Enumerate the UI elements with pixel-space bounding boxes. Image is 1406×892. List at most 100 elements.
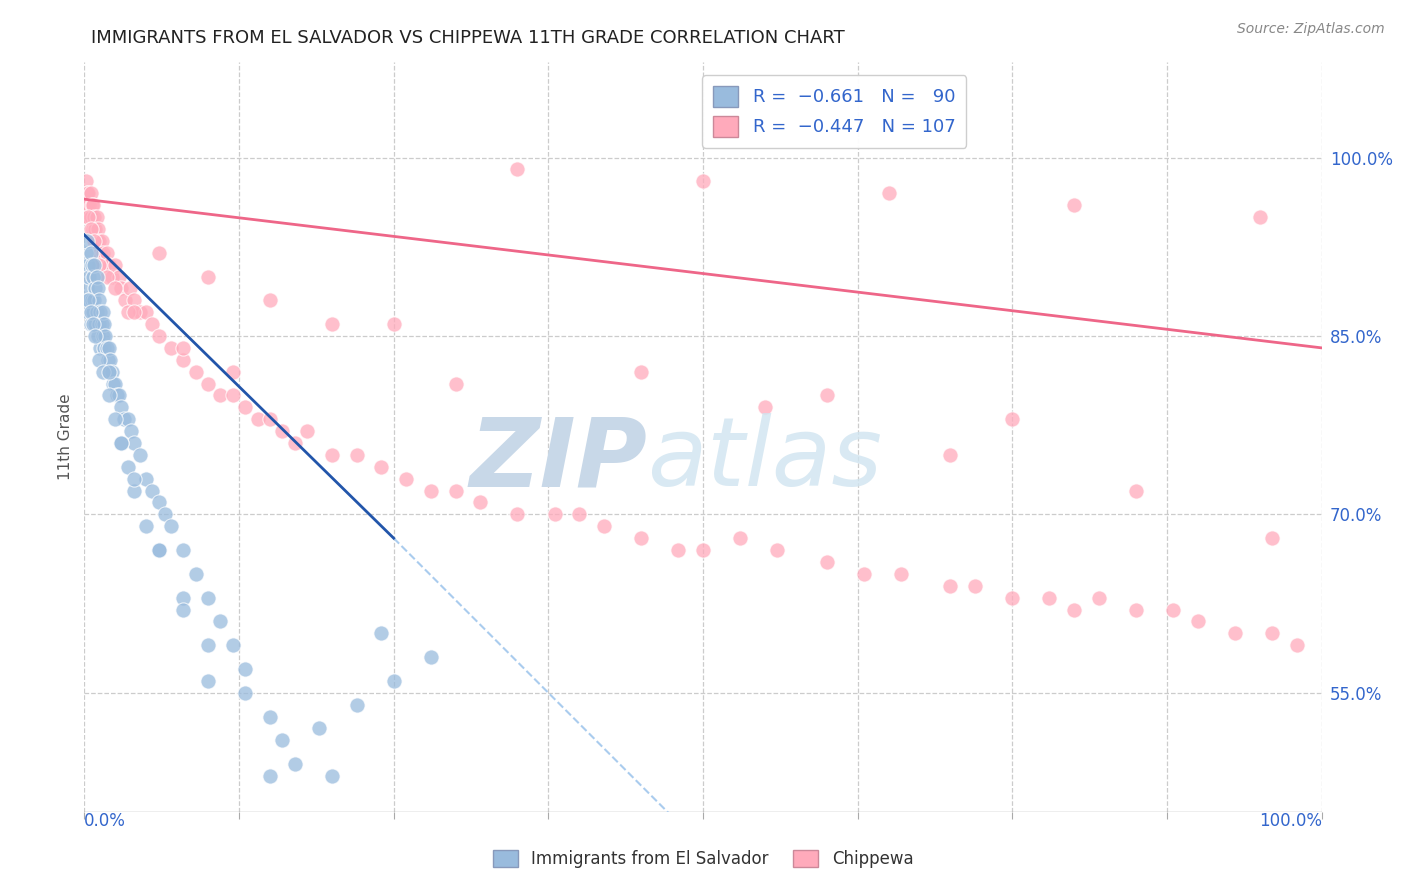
Point: [148, 543, 170, 558]
Point: [271, 424, 294, 438]
Point: [77, 210, 100, 224]
Point: [630, 531, 652, 545]
Point: [308, 722, 330, 736]
Point: [172, 591, 194, 605]
Point: [75, 174, 97, 188]
Point: [82, 305, 104, 319]
Point: [444, 376, 467, 391]
Point: [321, 317, 343, 331]
Point: [77, 186, 100, 201]
Point: [148, 329, 170, 343]
Point: [1285, 638, 1308, 652]
Point: [346, 448, 368, 462]
Point: [153, 508, 176, 522]
Point: [1125, 483, 1147, 498]
Point: [79, 293, 101, 308]
Text: 0.0%: 0.0%: [84, 812, 127, 830]
Point: [370, 459, 392, 474]
Point: [91, 305, 114, 319]
Point: [122, 305, 145, 319]
Point: [108, 269, 131, 284]
Point: [89, 245, 111, 260]
Point: [135, 305, 157, 319]
Point: [76, 198, 98, 212]
Text: Source: ZipAtlas.com: Source: ZipAtlas.com: [1237, 22, 1385, 37]
Point: [98, 365, 121, 379]
Point: [96, 269, 118, 284]
Point: [100, 365, 122, 379]
Point: [98, 388, 121, 402]
Point: [419, 483, 441, 498]
Point: [728, 531, 751, 545]
Point: [83, 258, 105, 272]
Point: [114, 293, 136, 308]
Point: [1001, 412, 1024, 426]
Point: [233, 401, 256, 415]
Point: [259, 709, 281, 723]
Point: [939, 579, 962, 593]
Point: [122, 472, 145, 486]
Point: [1187, 615, 1209, 629]
Point: [110, 281, 132, 295]
Point: [98, 365, 121, 379]
Point: [108, 388, 131, 402]
Point: [104, 258, 127, 272]
Point: [122, 483, 145, 498]
Point: [209, 615, 232, 629]
Point: [84, 222, 107, 236]
Point: [86, 210, 108, 224]
Point: [129, 305, 152, 319]
Point: [259, 412, 281, 426]
Point: [184, 365, 207, 379]
Point: [87, 222, 110, 236]
Point: [129, 448, 152, 462]
Point: [79, 186, 101, 201]
Point: [815, 388, 838, 402]
Point: [382, 317, 405, 331]
Point: [444, 483, 467, 498]
Point: [630, 365, 652, 379]
Point: [1261, 626, 1284, 640]
Point: [197, 269, 219, 284]
Point: [321, 769, 343, 783]
Point: [82, 269, 104, 284]
Point: [1223, 626, 1246, 640]
Point: [141, 317, 163, 331]
Point: [321, 448, 343, 462]
Point: [91, 245, 114, 260]
Text: ZIP: ZIP: [470, 413, 647, 506]
Point: [1161, 602, 1184, 616]
Point: [80, 198, 103, 212]
Point: [96, 341, 118, 355]
Point: [122, 436, 145, 450]
Point: [148, 543, 170, 558]
Point: [76, 234, 98, 248]
Point: [91, 329, 114, 343]
Point: [89, 317, 111, 331]
Point: [1001, 591, 1024, 605]
Point: [82, 317, 104, 331]
Point: [593, 519, 616, 533]
Point: [112, 412, 135, 426]
Point: [104, 376, 127, 391]
Legend: Immigrants from El Salvador, Chippewa: Immigrants from El Salvador, Chippewa: [486, 843, 920, 875]
Point: [135, 519, 157, 533]
Point: [1063, 602, 1085, 616]
Text: IMMIGRANTS FROM EL SALVADOR VS CHIPPEWA 11TH GRADE CORRELATION CHART: IMMIGRANTS FROM EL SALVADOR VS CHIPPEWA …: [90, 29, 844, 47]
Point: [506, 162, 529, 177]
Point: [233, 662, 256, 676]
Point: [222, 388, 245, 402]
Point: [284, 436, 307, 450]
Point: [83, 210, 105, 224]
Point: [98, 341, 121, 355]
Point: [98, 258, 121, 272]
Point: [117, 459, 139, 474]
Point: [160, 341, 183, 355]
Point: [79, 210, 101, 224]
Point: [148, 495, 170, 509]
Point: [104, 281, 127, 295]
Point: [382, 673, 405, 688]
Point: [79, 305, 101, 319]
Point: [172, 352, 194, 367]
Point: [209, 388, 232, 402]
